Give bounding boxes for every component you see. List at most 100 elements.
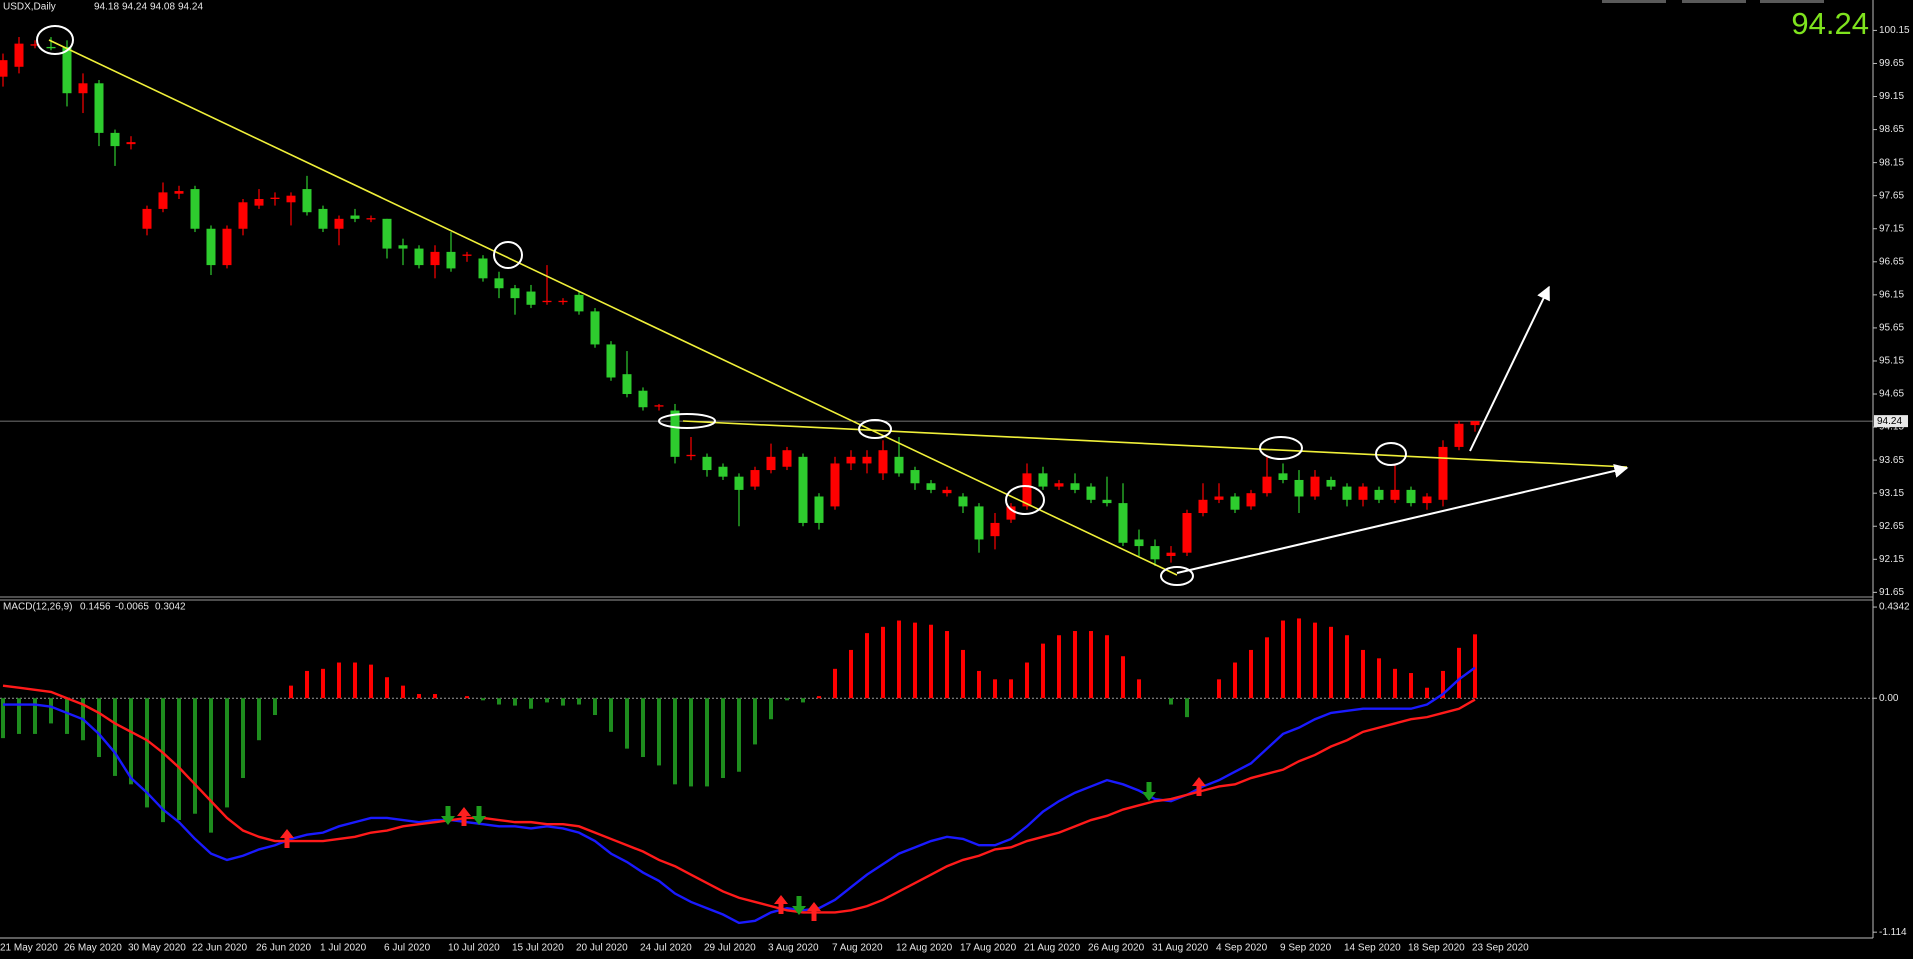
histogram-bar bbox=[1377, 658, 1381, 699]
y-tick-label: 92.65 bbox=[1879, 521, 1904, 532]
toolbar-button[interactable] bbox=[1602, 0, 1666, 3]
x-tick-label: 29 Jul 2020 bbox=[704, 943, 756, 954]
candle-body bbox=[94, 83, 104, 133]
candle-body bbox=[1134, 539, 1144, 547]
histogram-bar bbox=[577, 698, 581, 705]
header-high: 94.24 bbox=[122, 2, 147, 13]
y-tick-label: 100.15 bbox=[1879, 25, 1910, 36]
candle-body bbox=[1166, 552, 1176, 556]
toolbar-button[interactable] bbox=[1760, 0, 1824, 3]
candle-body bbox=[782, 450, 792, 467]
histogram-bar bbox=[1057, 635, 1061, 699]
indicator-value: 0.3042 bbox=[155, 602, 186, 613]
histogram-bar bbox=[513, 698, 517, 706]
x-tick-label: 26 Aug 2020 bbox=[1088, 943, 1145, 954]
histogram-bar bbox=[929, 624, 933, 699]
candle-body bbox=[830, 463, 840, 507]
trend-arrow bbox=[1469, 285, 1550, 452]
candle-body bbox=[0, 60, 8, 77]
histogram-bar bbox=[305, 670, 309, 699]
histogram-bar bbox=[625, 698, 629, 749]
candle-body bbox=[1230, 496, 1240, 510]
y-tick-label: 97.65 bbox=[1879, 190, 1904, 201]
candle-body bbox=[1182, 513, 1192, 553]
candle-body bbox=[478, 258, 488, 279]
x-tick-label: 21 May 2020 bbox=[0, 943, 58, 954]
candle-body bbox=[430, 251, 440, 266]
histogram-bar bbox=[257, 698, 261, 741]
y-tick-label: 93.65 bbox=[1879, 455, 1904, 466]
x-tick-label: 7 Aug 2020 bbox=[832, 943, 883, 954]
histogram-bar bbox=[1297, 618, 1301, 699]
candle-body bbox=[862, 456, 872, 464]
candle-body bbox=[1038, 473, 1048, 487]
candle-body bbox=[1198, 499, 1208, 514]
x-tick-label: 30 May 2020 bbox=[128, 943, 186, 954]
candle-body bbox=[1406, 489, 1416, 504]
x-tick-label: 18 Sep 2020 bbox=[1408, 943, 1465, 954]
indicator-value: -0.0065 bbox=[115, 602, 149, 613]
highlight-ellipse bbox=[1160, 566, 1194, 586]
candle-body bbox=[334, 218, 344, 229]
candle-body bbox=[1070, 483, 1080, 490]
candle-body bbox=[1438, 446, 1448, 500]
histogram-bar bbox=[481, 698, 485, 701]
highlight-ellipse bbox=[658, 413, 716, 429]
histogram-bar bbox=[1457, 647, 1461, 699]
histogram-bar bbox=[209, 698, 213, 833]
y-tick-label: 96.65 bbox=[1879, 256, 1904, 267]
candle-body bbox=[398, 245, 408, 249]
candle-body bbox=[766, 456, 776, 471]
candle-body bbox=[1422, 496, 1432, 504]
y-tick-label: 0.00 bbox=[1879, 693, 1899, 704]
x-tick-label: 21 Aug 2020 bbox=[1024, 943, 1081, 954]
candle-body bbox=[654, 405, 664, 407]
histogram-bar bbox=[241, 698, 245, 779]
trend-line bbox=[48, 39, 1178, 576]
y-tick-label: 0.4342 bbox=[1879, 602, 1910, 613]
candle-body bbox=[366, 218, 376, 220]
candle-body bbox=[558, 300, 568, 303]
price-tag-box bbox=[1874, 415, 1908, 428]
candle-body bbox=[958, 496, 968, 507]
histogram-bar bbox=[1329, 626, 1333, 699]
histogram-bar bbox=[273, 698, 277, 716]
histogram-bar bbox=[337, 662, 341, 699]
candle-body bbox=[254, 198, 264, 206]
x-tick-label: 15 Jul 2020 bbox=[512, 943, 564, 954]
histogram-bar bbox=[1089, 631, 1093, 699]
y-tick-label: 94.15 bbox=[1879, 422, 1904, 433]
candle-body bbox=[1214, 496, 1224, 500]
highlight-ellipse bbox=[1375, 442, 1407, 466]
histogram-bar bbox=[193, 698, 197, 814]
histogram-bar bbox=[1473, 634, 1477, 699]
toolbar-button[interactable] bbox=[1682, 0, 1746, 3]
histogram-bar bbox=[561, 698, 565, 706]
candle-body bbox=[574, 294, 584, 312]
histogram-bar bbox=[145, 698, 149, 808]
candle-body bbox=[686, 454, 696, 457]
highlight-ellipse bbox=[1005, 485, 1045, 515]
x-tick-label: 20 Jul 2020 bbox=[576, 943, 628, 954]
grid-layer bbox=[0, 420, 1873, 699]
histogram-bar bbox=[65, 698, 69, 734]
histogram-bar bbox=[913, 622, 917, 699]
histogram-bar bbox=[417, 694, 421, 699]
candle-body bbox=[14, 43, 24, 67]
x-tick-label: 23 Sep 2020 bbox=[1472, 943, 1529, 954]
candle-body bbox=[110, 132, 120, 147]
histogram-bar bbox=[385, 677, 389, 699]
candle-body bbox=[238, 202, 248, 229]
histogram-bar bbox=[1185, 698, 1189, 718]
y-tick-label: 98.65 bbox=[1879, 124, 1904, 135]
histogram-bar bbox=[961, 649, 965, 699]
candle-body bbox=[286, 195, 296, 203]
histogram-bar bbox=[1281, 620, 1285, 699]
highlight-ellipse bbox=[1259, 436, 1303, 460]
candle-body bbox=[1006, 506, 1016, 520]
x-tick-label: 10 Jul 2020 bbox=[448, 943, 500, 954]
x-tick-label: 6 Jul 2020 bbox=[384, 943, 431, 954]
candle-body bbox=[1310, 476, 1320, 497]
y-tick-label: 98.15 bbox=[1879, 157, 1904, 168]
histogram-bar bbox=[529, 698, 533, 709]
